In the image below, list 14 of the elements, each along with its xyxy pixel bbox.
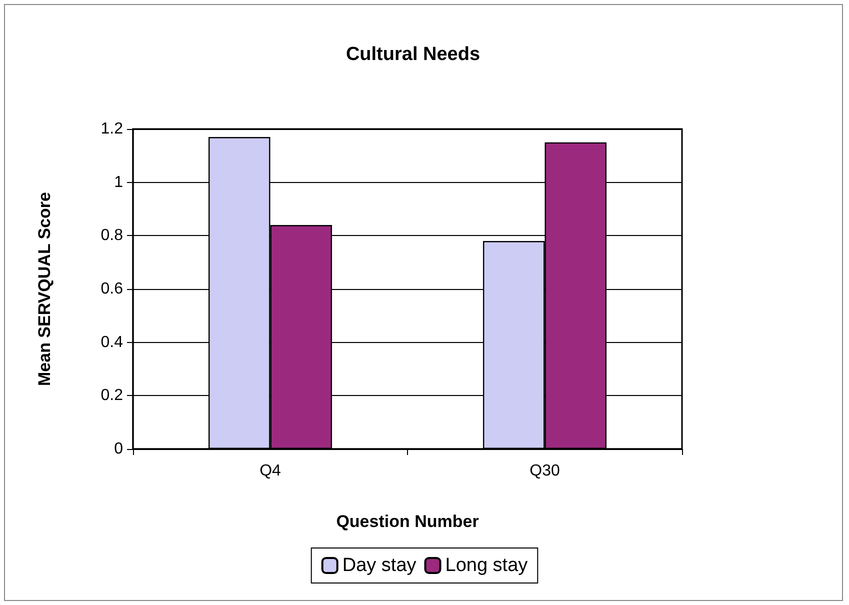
legend-label: Long stay <box>445 555 528 576</box>
y-tick-label: 0.2 <box>100 387 124 404</box>
x-axis-title: Question Number <box>336 512 480 531</box>
chart-title: Cultural Needs <box>346 44 480 65</box>
x-tick-label: Q30 <box>530 462 560 480</box>
y-tick-label: 0.4 <box>100 334 124 351</box>
y-tick-label: 0.8 <box>100 227 124 244</box>
y-tick-label: 0 <box>114 440 124 458</box>
y-tick-label: 1 <box>114 174 124 191</box>
legend-label: Day stay <box>342 555 417 576</box>
y-tick-label: 0.6 <box>100 280 124 298</box>
y-axis-title: Mean SERVQUAL Score <box>35 192 54 386</box>
x-tick-label: Q4 <box>260 462 282 480</box>
y-tick-label: 1.2 <box>100 120 124 138</box>
